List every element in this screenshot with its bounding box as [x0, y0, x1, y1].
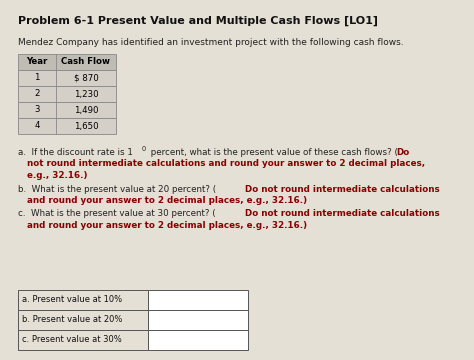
Text: b.  What is the present value at 20 percent? (: b. What is the present value at 20 perce… — [18, 184, 216, 194]
Text: 1,230: 1,230 — [73, 90, 98, 99]
Text: c.  What is the present value at 30 percent? (: c. What is the present value at 30 perce… — [18, 210, 216, 219]
Bar — [18, 86, 116, 102]
Text: 0: 0 — [142, 146, 146, 152]
Bar — [18, 54, 116, 70]
Text: not round intermediate calculations and round your answer to 2 decimal places,: not round intermediate calculations and … — [27, 159, 425, 168]
Text: and round your answer to 2 decimal places, e.g., 32.16.): and round your answer to 2 decimal place… — [27, 221, 307, 230]
Bar — [148, 330, 248, 350]
Text: c. Present value at 30%: c. Present value at 30% — [22, 336, 122, 345]
Text: 1,490: 1,490 — [74, 105, 98, 114]
Bar — [18, 102, 116, 118]
Bar — [18, 70, 116, 86]
Text: Cash Flow: Cash Flow — [62, 58, 110, 67]
Text: percent, what is the present value of these cash flows? (: percent, what is the present value of th… — [148, 148, 398, 157]
Text: Problem 6-1 Present Value and Multiple Cash Flows [LO1]: Problem 6-1 Present Value and Multiple C… — [18, 16, 378, 26]
Bar — [18, 310, 148, 330]
Text: Do: Do — [396, 148, 409, 157]
Text: a.  If the discount rate is 1: a. If the discount rate is 1 — [18, 148, 133, 157]
Text: $ 870: $ 870 — [73, 73, 99, 82]
Text: a. Present value at 10%: a. Present value at 10% — [22, 296, 122, 305]
Text: 2: 2 — [34, 90, 40, 99]
Text: Mendez Company has identified an investment project with the following cash flow: Mendez Company has identified an investm… — [18, 38, 404, 47]
Bar — [148, 310, 248, 330]
Text: and round your answer to 2 decimal places, e.g., 32.16.): and round your answer to 2 decimal place… — [27, 196, 307, 205]
Text: Do not round intermediate calculations: Do not round intermediate calculations — [245, 184, 440, 194]
Text: 3: 3 — [34, 105, 40, 114]
Text: 1: 1 — [34, 73, 40, 82]
Text: Year: Year — [27, 58, 48, 67]
Bar — [18, 118, 116, 134]
Bar — [18, 330, 148, 350]
Text: 4: 4 — [34, 122, 40, 130]
Text: 1,650: 1,650 — [73, 122, 98, 130]
Text: e.g., 32.16.): e.g., 32.16.) — [27, 171, 88, 180]
Text: b. Present value at 20%: b. Present value at 20% — [22, 315, 122, 324]
Text: Do not round intermediate calculations: Do not round intermediate calculations — [245, 210, 440, 219]
Bar — [148, 290, 248, 310]
Bar — [18, 290, 148, 310]
